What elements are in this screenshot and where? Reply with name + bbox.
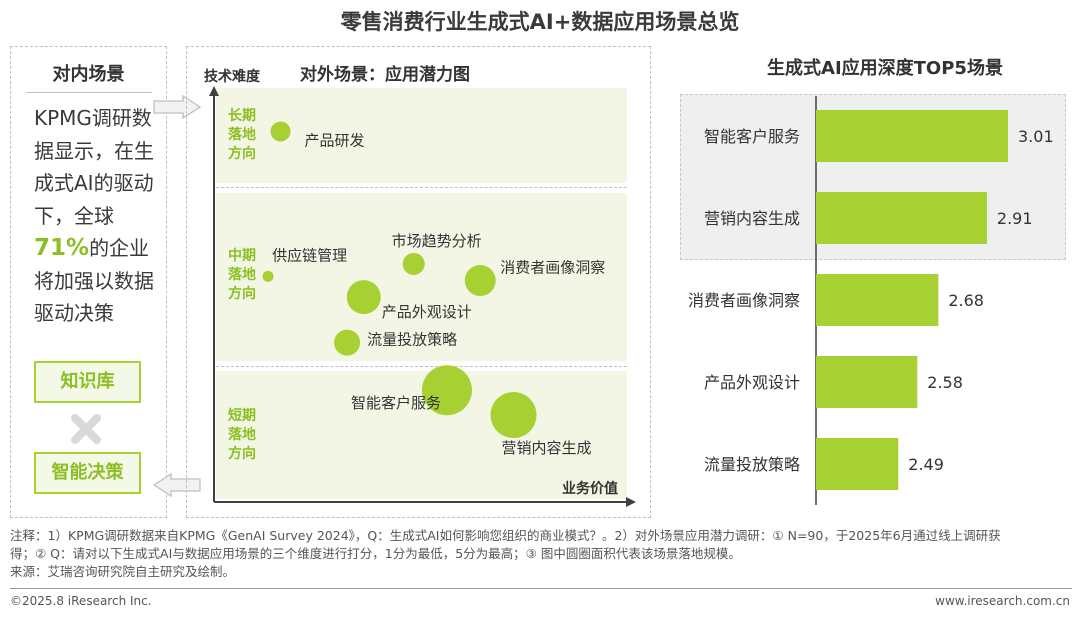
bubble-label: 产品研发	[305, 131, 365, 149]
left-divider	[26, 92, 152, 93]
bar-value-label: 2.58	[927, 373, 963, 392]
bubble-label: 智能客户服务	[351, 394, 441, 412]
bubble-智能客户服务	[421, 365, 472, 416]
bubble-市场趋势分析	[402, 252, 425, 275]
bar-智能客户服务	[816, 110, 1008, 162]
bubble-流量投放策略	[334, 329, 361, 356]
bar-category-label: 智能客户服务	[704, 127, 800, 146]
internal-scenario-title: 对内场景	[52, 64, 125, 85]
bar-chart-title: 生成式AI应用深度TOP5场景	[767, 58, 1003, 79]
arrow-right-icon	[153, 95, 201, 119]
bubble-label: 产品外观设计	[382, 303, 472, 321]
bubble-label: 流量投放策略	[367, 331, 457, 349]
band-separator	[216, 187, 627, 188]
band-label-long: 长期落地方向	[228, 108, 256, 162]
external-scenario-panel	[186, 46, 651, 518]
bar-category-label: 营销内容生成	[704, 209, 800, 228]
bar-消费者画像洞察	[816, 274, 939, 326]
footer-divider	[10, 588, 1072, 589]
page-title: 零售消费行业生成式AI+数据应用场景总览	[340, 10, 740, 34]
bubble-label: 市场趋势分析	[392, 232, 482, 250]
website: www.iresearch.com.cn	[935, 594, 1070, 608]
band-mid-term	[216, 193, 627, 361]
bubble-label: 供应链管理	[272, 246, 347, 264]
scatter-title: 对外场景：应用潜力图	[300, 65, 470, 85]
bar-value-label: 3.01	[1018, 127, 1054, 146]
note-line-2: 得；② Q：请对以下生成式AI与数据应用场景的三个维度进行打分，1分为最低，5分…	[10, 546, 741, 561]
bar-category-label: 流量投放策略	[704, 455, 800, 474]
band-separator	[216, 366, 627, 367]
bar-营销内容生成	[816, 192, 987, 244]
band-label-short: 短期落地方向	[228, 408, 256, 462]
text-before: KPMG调研数据显示，在生成式AI的驱动下，全球	[34, 106, 154, 228]
bubble-产品研发	[270, 121, 291, 142]
internal-scenario-text: KPMG调研数据显示，在生成式AI的驱动下，全球 71%的企业将加强以数据驱动决策	[34, 102, 158, 330]
knowledge-base-tag: 知识库	[34, 361, 141, 403]
bubble-供应链管理	[262, 270, 274, 282]
bubble-营销内容生成	[490, 392, 537, 439]
bar-value-label: 2.91	[997, 209, 1033, 228]
band-short-term	[216, 371, 627, 499]
cross-icon	[71, 414, 101, 444]
internal-scenario-panel	[10, 46, 167, 518]
highlight-percent: 71%	[34, 235, 90, 261]
bar-产品外观设计	[816, 356, 918, 408]
text-after: 的企业将加强以数据驱动决策	[34, 236, 154, 325]
note-line-1: 注释：1）KPMG调研数据来自KPMG《GenAI Survey 2024》，Q…	[10, 528, 1001, 543]
bubble-label: 营销内容生成	[502, 439, 592, 457]
bar-value-label: 2.68	[948, 291, 984, 310]
bar-value-label: 2.49	[908, 455, 944, 474]
copyright: ©2025.8 iResearch Inc.	[10, 594, 152, 608]
bubble-label: 消费者画像洞察	[500, 259, 605, 277]
bubble-产品外观设计	[346, 280, 381, 315]
bar-category-label: 产品外观设计	[704, 373, 800, 392]
smart-decision-tag: 智能决策	[34, 452, 141, 494]
arrow-left-icon	[153, 473, 201, 497]
y-axis-arrow	[209, 86, 219, 96]
source-line: 来源：艾瑞咨询研究院自主研究及绘制。	[10, 564, 236, 579]
bar-category-label: 消费者画像洞察	[688, 291, 800, 310]
scatter-y-label: 技术难度	[204, 69, 260, 85]
bar-流量投放策略	[816, 438, 899, 490]
band-label-mid: 中期落地方向	[228, 248, 256, 302]
footnote: 注释：1）KPMG调研数据来自KPMG《GenAI Survey 2024》，Q…	[10, 527, 1072, 581]
scatter-x-label: 业务价值	[562, 481, 618, 497]
bubble-消费者画像洞察	[464, 265, 496, 297]
x-axis-arrow	[626, 497, 636, 507]
